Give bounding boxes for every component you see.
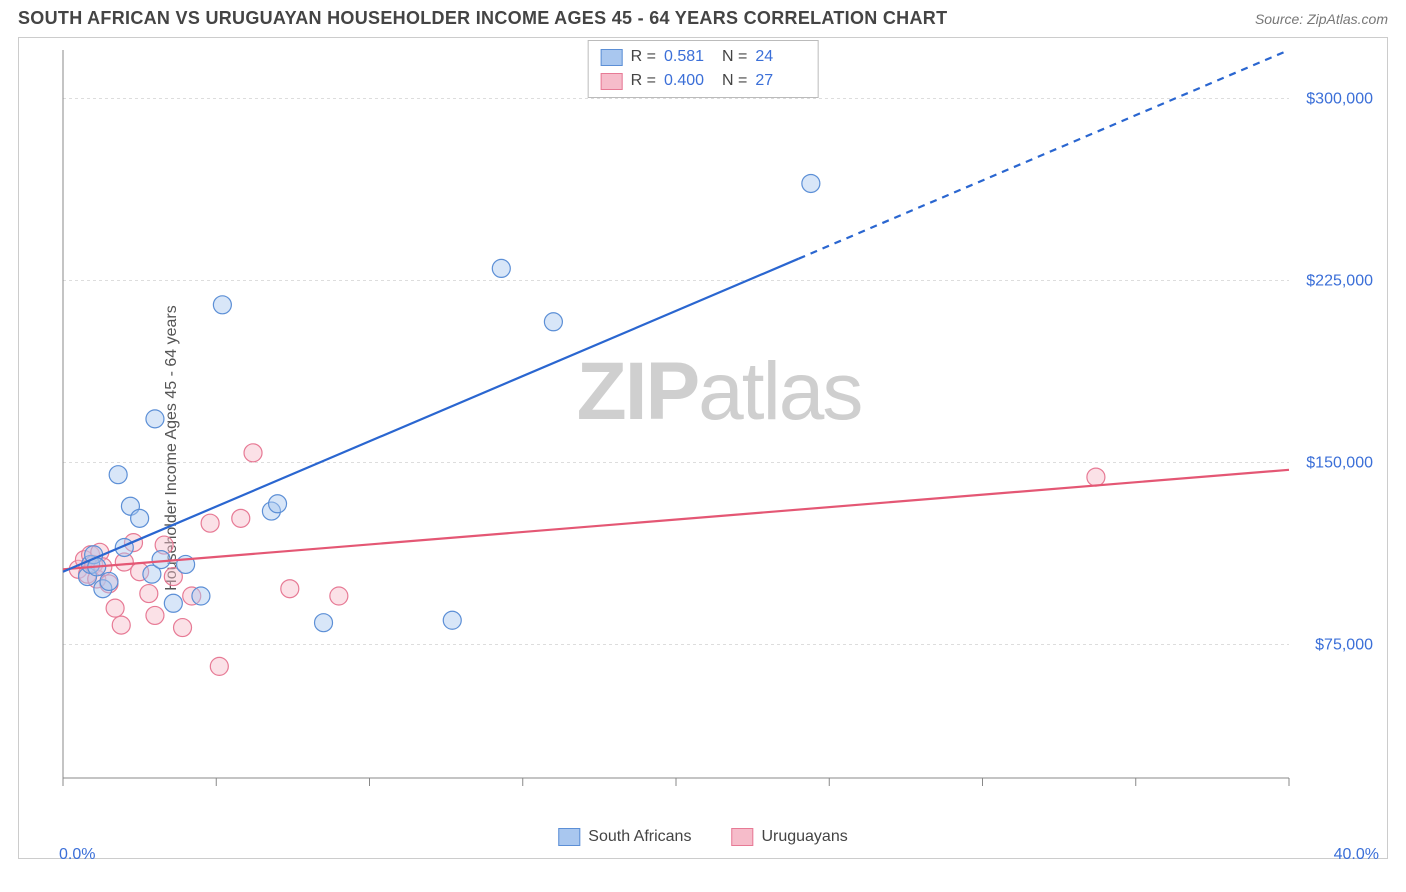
stats-row-ur: R = 0.400 N = 27 <box>601 69 806 93</box>
n-value-ur: 27 <box>755 69 805 93</box>
r-label-2: R = <box>631 69 656 93</box>
r-value-ur: 0.400 <box>664 69 714 93</box>
chart-title: SOUTH AFRICAN VS URUGUAYAN HOUSEHOLDER I… <box>18 8 947 29</box>
legend-swatch-ur-icon <box>731 828 753 846</box>
legend-swatch-sa-icon <box>558 828 580 846</box>
chart-svg: $75,000 $150,000 $225,000 $300,000 <box>59 46 1379 798</box>
legend-item-ur: Uruguayans <box>731 828 847 846</box>
stats-row-sa: R = 0.581 N = 24 <box>601 45 806 69</box>
svg-text:$300,000: $300,000 <box>1306 91 1373 108</box>
svg-text:$225,000: $225,000 <box>1306 273 1373 290</box>
swatch-south-africans <box>601 49 623 66</box>
chart-container: Householder Income Ages 45 - 64 years ZI… <box>18 37 1388 859</box>
x-max-label: 40.0% <box>1334 846 1379 864</box>
chart-header: SOUTH AFRICAN VS URUGUAYAN HOUSEHOLDER I… <box>0 0 1406 33</box>
r-label: R = <box>631 45 656 69</box>
legend-label-ur: Uruguayans <box>761 828 847 846</box>
r-value-sa: 0.581 <box>664 45 714 69</box>
svg-text:$150,000: $150,000 <box>1306 455 1373 472</box>
x-min-label: 0.0% <box>59 846 95 864</box>
series-legend: South Africans Uruguayans <box>558 828 847 846</box>
n-label-2: N = <box>722 69 747 93</box>
stats-legend: R = 0.581 N = 24 R = 0.400 N = 27 <box>588 40 819 98</box>
legend-label-sa: South Africans <box>588 828 691 846</box>
chart-source: Source: ZipAtlas.com <box>1255 11 1388 27</box>
n-label: N = <box>722 45 747 69</box>
plot-area: ZIPatlas $75,000$150,000$225,000$300,000 <box>59 46 1379 798</box>
n-value-sa: 24 <box>755 45 805 69</box>
swatch-uruguayans <box>601 73 623 90</box>
svg-text:$75,000: $75,000 <box>1315 637 1373 654</box>
legend-item-sa: South Africans <box>558 828 691 846</box>
